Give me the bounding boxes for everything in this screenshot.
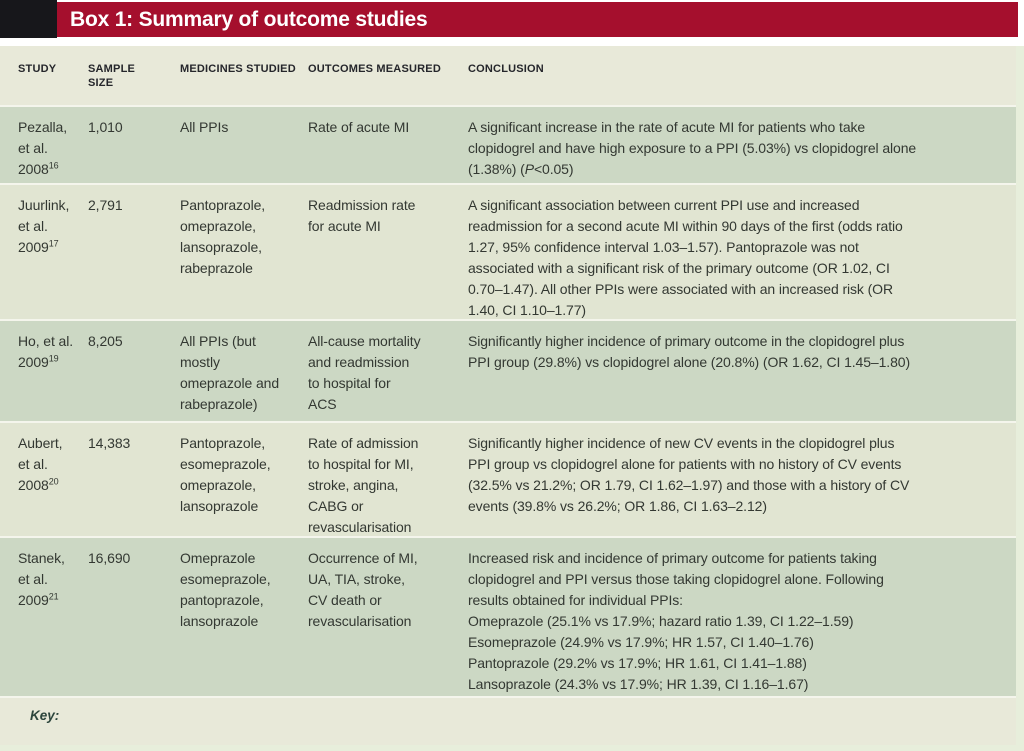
reference-number: 17 [48, 238, 59, 249]
study-name: Stanek, et al. 2009 [18, 550, 65, 608]
outcomes-cell: All-cause mortality and readmission to h… [308, 333, 421, 412]
sample-size-cell: 2,791 [88, 197, 123, 213]
medicines-cell: Pantoprazole, esomeprazole, omeprazole, … [180, 435, 271, 514]
study-name: Ho, et al. 2009 [18, 333, 74, 370]
page-edge-right [1016, 46, 1024, 745]
table-header-row: STUDY SAMPLE SIZE MEDICINES STUDIED OUTC… [0, 46, 1016, 105]
title-bar: Box 1: Summary of outcome studies [0, 0, 1024, 38]
study-cell: Aubert, et al. 200820 [18, 423, 88, 536]
outcomes-cell: Readmission rate for acute MI [308, 197, 416, 234]
conclusion-cell: Significantly higher incidence of primar… [468, 321, 1016, 421]
column-header-study: STUDY [18, 63, 57, 75]
summary-table: STUDY SAMPLE SIZE MEDICINES STUDIED OUTC… [0, 46, 1016, 751]
sample-size-cell: 8,205 [88, 333, 123, 349]
sample-size-cell: 1,010 [88, 119, 123, 135]
study-name: Pezalla, et al. 2008 [18, 119, 68, 177]
reference-number: 16 [48, 160, 59, 171]
conclusion-cell: A significant increase in the rate of ac… [468, 107, 1016, 183]
study-cell: Ho, et al. 200919 [18, 321, 88, 421]
reference-number: 19 [48, 353, 59, 364]
conclusion-text-tail: <0.05) [533, 161, 574, 177]
conclusion-text: Significantly higher incidence of new CV… [468, 435, 910, 514]
outcomes-cell: Rate of acute MI [308, 119, 410, 135]
medicines-cell: Pantoprazole, omeprazole, lansoprazole, … [180, 197, 266, 276]
table-row: Pezalla, et al. 200816 1,010 All PPIs Ra… [0, 105, 1016, 183]
red-title-band: Box 1: Summary of outcome studies [57, 2, 1018, 37]
conclusion-cell: A significant association between curren… [468, 185, 1016, 319]
table-row: Juurlink, et al. 200917 2,791 Pantoprazo… [0, 183, 1016, 319]
sample-size-cell: 16,690 [88, 550, 131, 566]
conclusion-text: A significant increase in the rate of ac… [468, 119, 917, 177]
key-definitions: PPI = proton pump inhibitor, MI = myocar… [140, 708, 919, 751]
column-header-conclusion: CONCLUSION [468, 63, 544, 75]
outcomes-cell: Rate of admission to hospital for MI, st… [308, 435, 419, 535]
outcomes-cell: Occurrence of MI, UA, TIA, stroke, CV de… [308, 550, 418, 629]
column-header-outcomes: OUTCOMES MEASURED [308, 63, 441, 75]
column-header-medicines: MEDICINES STUDIED [180, 63, 296, 75]
conclusion-cell: Significantly higher incidence of new CV… [468, 423, 1016, 536]
table-row: Ho, et al. 200919 8,205 All PPIs (but mo… [0, 319, 1016, 421]
study-cell: Juurlink, et al. 200917 [18, 185, 88, 319]
medicines-cell: All PPIs (but mostly omeprazole and rabe… [180, 333, 279, 412]
sample-size-cell: 14,383 [88, 435, 131, 451]
corner-tab [0, 0, 57, 38]
conclusion-text: Significantly higher incidence of primar… [468, 333, 911, 370]
conclusion-italic: P [524, 161, 534, 177]
conclusion-text: Increased risk and incidence of primary … [468, 550, 884, 692]
reference-number: 20 [48, 476, 59, 487]
conclusion-text: A significant association between curren… [468, 197, 903, 318]
page-edge-bottom [0, 745, 1024, 751]
medicines-cell: All PPIs [180, 119, 229, 135]
box-title: Box 1: Summary of outcome studies [70, 7, 428, 31]
table-row: Stanek, et al. 200921 16,690 Omeprazole … [0, 536, 1016, 696]
key-band: Key: PPI = proton pump inhibitor, MI = m… [0, 696, 1016, 751]
study-cell: Stanek, et al. 200921 [18, 538, 88, 696]
study-name: Juurlink, et al. 2009 [18, 197, 70, 255]
reference-number: 21 [48, 591, 59, 602]
study-cell: Pezalla, et al. 200816 [18, 107, 88, 183]
table-row: Aubert, et al. 200820 14,383 Pantoprazol… [0, 421, 1016, 536]
medicines-cell: Omeprazole esomeprazole, pantoprazole, l… [180, 550, 271, 629]
key-label: Key: [30, 708, 60, 723]
column-header-sample-size: SAMPLE SIZE [88, 63, 136, 89]
study-name: Aubert, et al. 2008 [18, 435, 63, 493]
conclusion-cell: Increased risk and incidence of primary … [468, 538, 1016, 696]
